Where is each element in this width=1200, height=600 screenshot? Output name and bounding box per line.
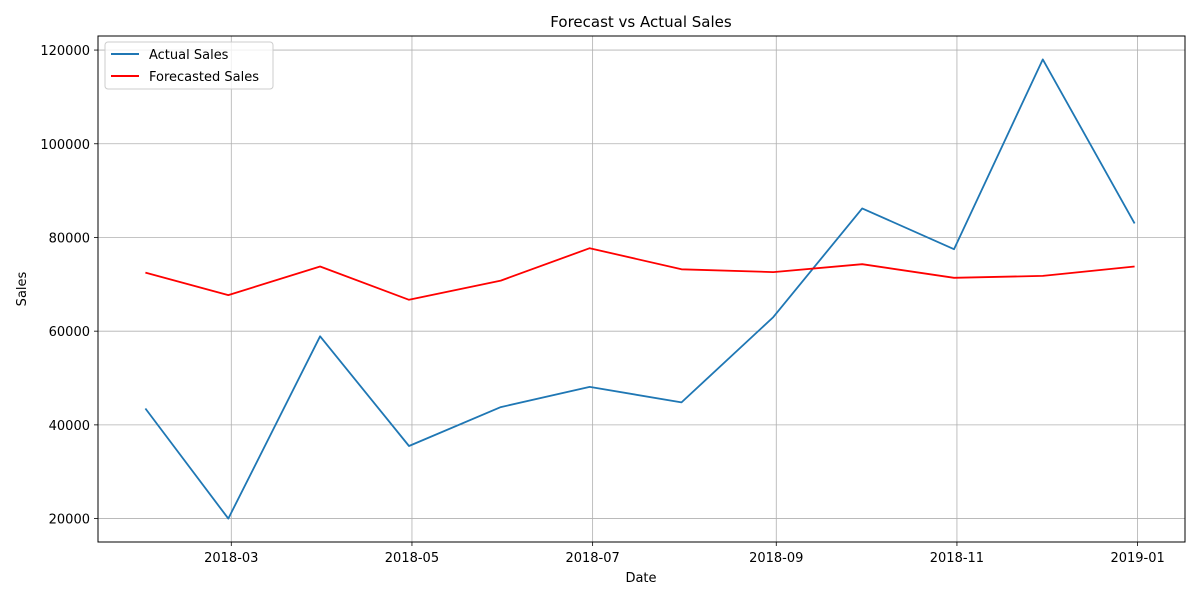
x-tick-label: 2018-05 [385, 551, 439, 566]
x-tick-label: 2019-01 [1110, 551, 1164, 566]
y-tick-label: 60000 [49, 325, 90, 340]
legend-label-forecasted-sales: Forecasted Sales [149, 70, 259, 85]
y-axis-title: Sales [15, 271, 30, 306]
y-tick-label: 20000 [49, 513, 90, 528]
x-tick-label: 2018-07 [565, 551, 619, 566]
axis-ticks: 2018-03 2018-05 2018-07 2018-09 2018-11 2019-… [40, 44, 1164, 566]
x-tick-label: 2018-09 [749, 551, 803, 566]
y-tick-label: 100000 [40, 138, 90, 153]
legend-box [104, 41, 274, 90]
plot-area-frame [97, 35, 1186, 543]
chart-title: Forecast vs Actual Sales [550, 13, 732, 31]
x-tick-label: 2018-03 [204, 551, 258, 566]
x-axis-title: Date [625, 571, 656, 586]
series-lines [144, 58, 1136, 520]
legend-label-actual-sales: Actual Sales [149, 48, 229, 63]
grid-lines [98, 36, 1185, 542]
y-tick-label: 120000 [40, 44, 90, 59]
series-line-forecasted-sales [145, 247, 1135, 301]
y-tick-label: 40000 [49, 419, 90, 434]
series-line-actual-sales [144, 58, 1136, 520]
legend: Actual Sales Forecasted Sales [104, 41, 274, 90]
x-tick-label: 2018-11 [930, 551, 984, 566]
y-tick-label: 80000 [49, 231, 90, 246]
